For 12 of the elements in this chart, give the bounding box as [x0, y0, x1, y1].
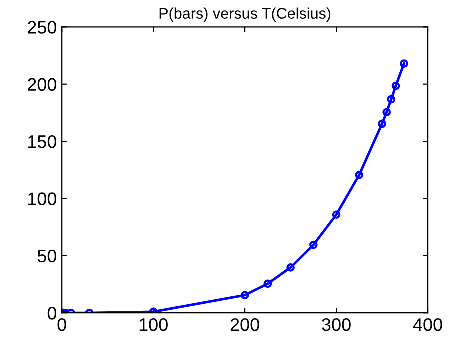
y-tick-label: 0 [48, 307, 57, 320]
y-tick-label: 50 [38, 250, 57, 263]
x-tick-label: 0 [58, 318, 66, 332]
x-tick-label: 300 [322, 318, 351, 332]
y-tick-label: 200 [28, 78, 57, 92]
chart-title: P(bars) versus T(Celsius) [160, 8, 331, 22]
y-tick-label: 150 [28, 135, 57, 148]
x-tick-label: 100 [140, 318, 168, 332]
x-tick-label: 200 [230, 318, 260, 332]
y-tick-label: 250 [28, 21, 57, 34]
x-tick-label: 400 [413, 318, 442, 332]
y-tick-label: 100 [28, 192, 57, 206]
